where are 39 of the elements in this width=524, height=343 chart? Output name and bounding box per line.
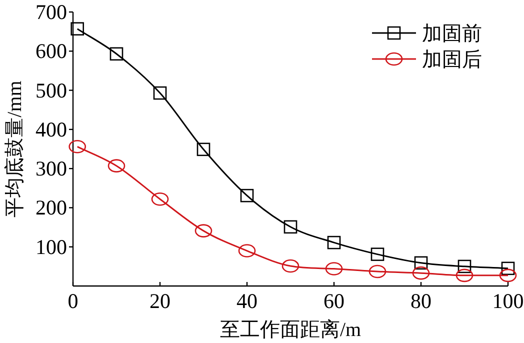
point: [284, 220, 298, 234]
point: [501, 262, 515, 276]
x-tick-label: 0: [68, 289, 78, 313]
y-tick-label: 700: [36, 0, 67, 24]
point: [194, 224, 212, 238]
y-tick-label: 100: [36, 234, 67, 259]
point: [370, 248, 384, 261]
point: [151, 192, 169, 206]
legend-label: 加固后: [422, 49, 482, 71]
y-axis-title: 平均底鼓量/mm: [4, 80, 26, 218]
legend-label: 加固前: [422, 23, 482, 45]
y-tick-label: 500: [36, 78, 67, 102]
point: [238, 244, 256, 258]
point: [153, 86, 167, 100]
point: [327, 236, 341, 250]
x-tick-label: 60: [324, 289, 344, 313]
y-tick-label: 400: [36, 117, 67, 142]
point: [412, 266, 430, 280]
point: [325, 262, 343, 276]
point: [110, 47, 124, 61]
point: [456, 268, 474, 282]
x-tick-label: 80: [410, 289, 432, 313]
point: [196, 142, 210, 156]
y-tick-label: 600: [36, 39, 67, 64]
x-tick-label: 100: [492, 289, 524, 313]
point: [70, 22, 84, 36]
point: [108, 159, 126, 172]
y-tick-label: 200: [36, 196, 67, 220]
point: [68, 140, 86, 154]
x-tick-label: 20: [150, 289, 170, 313]
point: [414, 256, 428, 270]
x-tick-label: 40: [236, 289, 258, 313]
point: [240, 188, 254, 202]
point: [282, 259, 300, 273]
point: [368, 264, 386, 278]
y-tick-label: 300: [36, 156, 67, 181]
x-axis-title: 至工作面距离/m: [220, 319, 362, 341]
point: [458, 260, 472, 274]
point: [499, 268, 517, 282]
